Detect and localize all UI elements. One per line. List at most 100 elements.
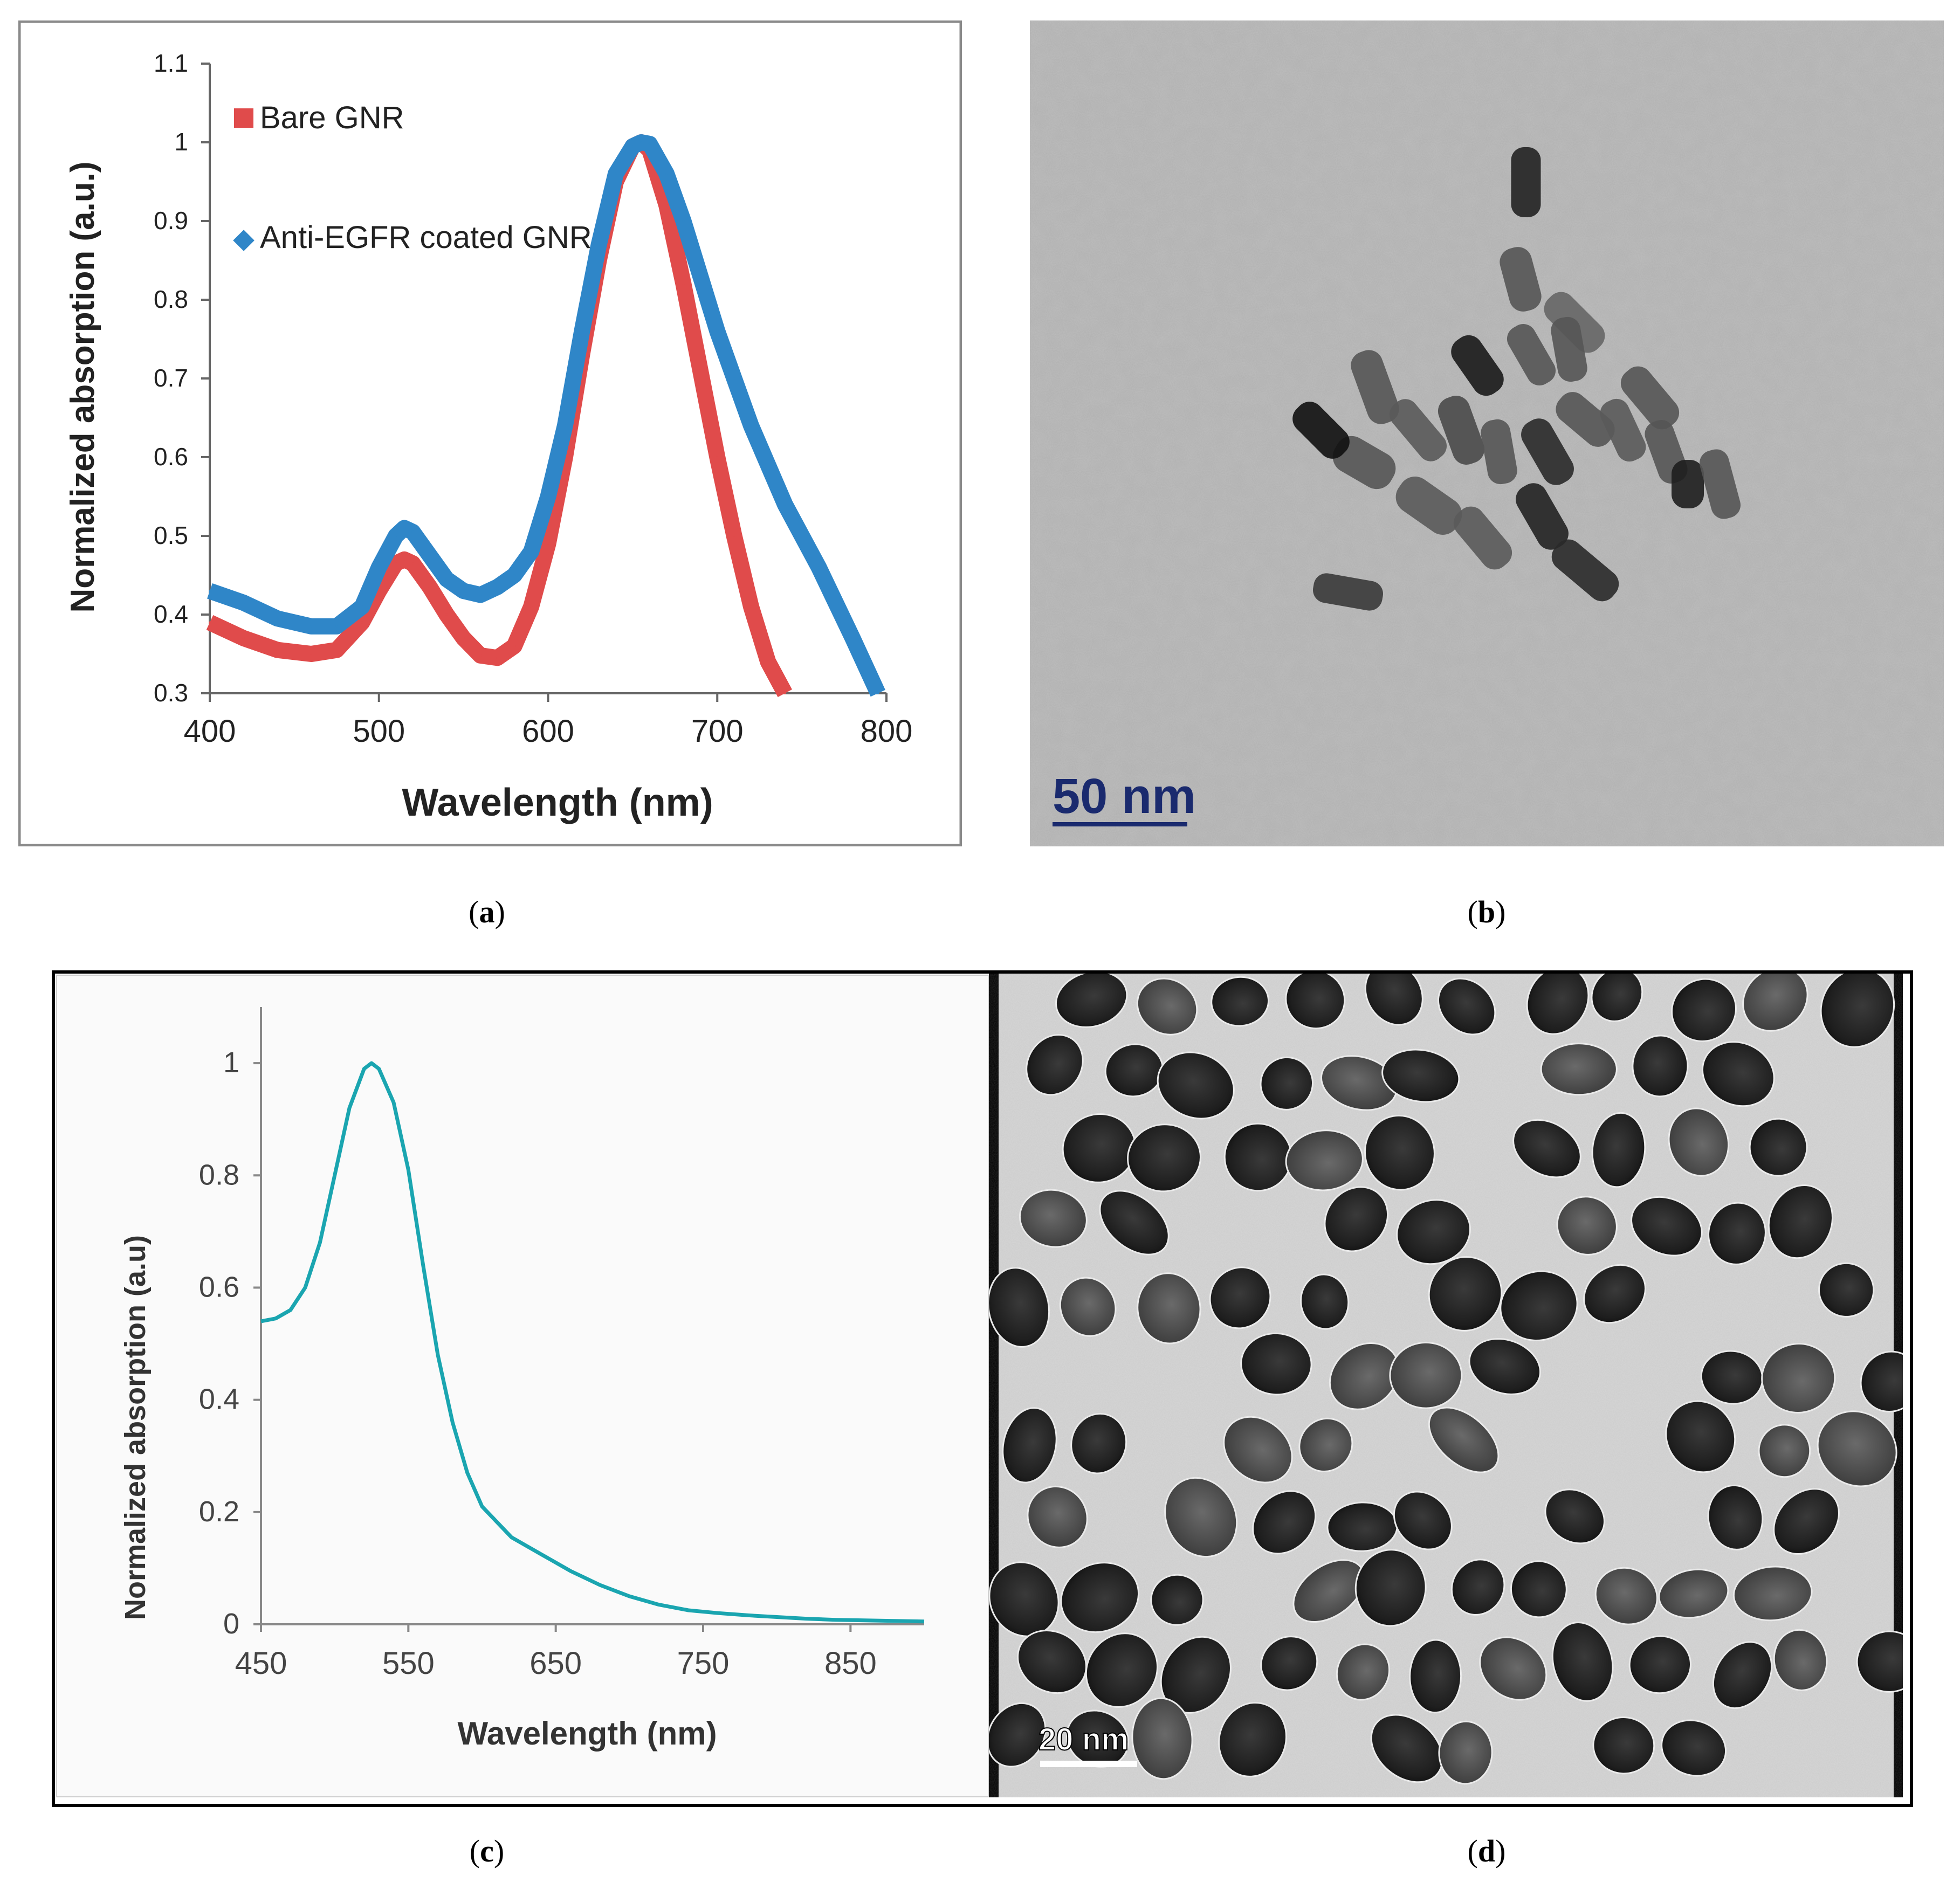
panel-label-c: (c): [469, 1833, 505, 1869]
nanosphere: [1060, 1562, 1140, 1633]
data-point: [361, 621, 363, 624]
chart-a-ytick-label: 0.5: [154, 521, 188, 549]
nanosphere: [1026, 1034, 1084, 1096]
nanosphere: [1240, 1332, 1312, 1396]
nanosphere: [1661, 1719, 1727, 1777]
data-point: [445, 613, 448, 616]
nanosphere: [1252, 1490, 1317, 1555]
scale-bar-label-d: 20 nm: [1039, 1722, 1129, 1757]
data-point: [530, 605, 533, 608]
data-point: [767, 660, 769, 663]
data-point: [682, 220, 685, 222]
data-point: [496, 657, 499, 659]
nanosphere: [1749, 1118, 1808, 1177]
nanosphere: [1393, 1491, 1453, 1550]
nanosphere: [1211, 976, 1270, 1027]
data-point: [276, 649, 279, 651]
nanosphere: [1396, 1199, 1471, 1265]
data-point: [377, 566, 380, 569]
nanorod: [1451, 335, 1504, 396]
nanorod: [1551, 316, 1587, 382]
legend-label-anti-egfr: Anti-EGFR coated GNR: [260, 220, 592, 255]
data-point: [403, 527, 405, 529]
nanosphere: [1628, 1635, 1691, 1694]
chart-a-xtick-label: 500: [353, 714, 405, 749]
chart-a-xtick-label: 700: [691, 714, 744, 749]
nanosphere: [1285, 974, 1346, 1030]
nanosphere: [1540, 1043, 1618, 1096]
nanosphere: [1137, 1272, 1201, 1345]
chart-a-xtick-label: 400: [184, 714, 236, 749]
data-point: [403, 558, 405, 561]
nanosphere: [1818, 1262, 1875, 1318]
nanorod: [1699, 449, 1741, 519]
nanosphere: [1668, 1107, 1730, 1177]
nanosphere: [1860, 1350, 1903, 1413]
data-point: [817, 566, 820, 569]
nanosphere: [1665, 1400, 1736, 1473]
nanosphere: [1364, 1114, 1435, 1191]
nanorod: [1453, 506, 1512, 570]
data-point: [335, 649, 338, 651]
chart-a-ytick-label: 1.1: [154, 49, 188, 77]
chart-c: 0 0.2 0.4 0.6 0.8 1 450 550 650 750 850 Wavelength…: [56, 975, 989, 1797]
panel-label-b: (b): [1467, 894, 1506, 929]
chart-a: 0.3 0.4 0.5 0.6 0.7 0.8 0.9 1 1.1 400 500 600 700 800…: [18, 20, 962, 846]
nanosphere: [1591, 974, 1643, 1022]
data-point: [783, 503, 786, 506]
data-point: [445, 578, 448, 581]
nanosphere: [1551, 1622, 1614, 1702]
data-point: [648, 142, 651, 145]
data-point: [750, 605, 752, 608]
nanosphere: [989, 1702, 1047, 1768]
chart-a-ytick-label: 0.3: [154, 679, 188, 707]
data-point: [462, 590, 465, 592]
data-point: [699, 275, 702, 278]
nanosphere: [1438, 1720, 1493, 1785]
nanosphere: [1742, 974, 1808, 1032]
nanosphere: [1594, 1567, 1658, 1625]
nanorod: [1292, 402, 1350, 459]
data-point: [395, 562, 397, 565]
data-point: [615, 173, 617, 175]
data-point: [547, 542, 549, 545]
data-point: [682, 282, 685, 285]
nanorod: [1521, 418, 1574, 485]
nanosphere: [1002, 1407, 1057, 1484]
nanosphere: [1027, 1485, 1088, 1548]
scale-bar-d: [1040, 1761, 1137, 1767]
nanosphere: [1768, 1184, 1833, 1259]
nanosphere: [1260, 1056, 1314, 1111]
chart-a-ytick-label: 0.7: [154, 364, 188, 392]
data-point: [479, 594, 482, 596]
nanorod: [1313, 573, 1383, 611]
nanorod: [1507, 324, 1556, 385]
nanosphere: [1544, 1488, 1605, 1545]
data-point: [513, 645, 515, 647]
data-point: [563, 424, 566, 427]
nanosphere-field: [989, 974, 1903, 1785]
nanosphere: [1409, 1639, 1462, 1714]
data-point: [479, 654, 482, 657]
nanosphere: [1428, 1256, 1503, 1332]
nanosphere: [1773, 1488, 1840, 1555]
chart-c-ytick-label: 0: [223, 1608, 239, 1640]
data-point: [597, 243, 600, 246]
data-point: [716, 456, 719, 458]
nanosphere: [1300, 1273, 1350, 1330]
nanorod: [1395, 476, 1462, 535]
chart-c-ytick-label: 0.8: [199, 1159, 239, 1191]
chart-c-ytick-label: 1: [223, 1046, 239, 1079]
data-point: [377, 590, 380, 592]
nanosphere: [1017, 1629, 1087, 1694]
nanosphere: [1708, 1202, 1766, 1265]
data-point: [462, 637, 465, 639]
data-point: [242, 602, 245, 604]
nanosphere: [1260, 1636, 1318, 1691]
nanosphere: [1127, 1123, 1202, 1192]
nanosphere: [1389, 1341, 1463, 1409]
nanosphere: [1099, 1190, 1170, 1256]
nanorod: [1620, 366, 1680, 430]
nanosphere: [1658, 1568, 1729, 1619]
nanosphere: [1131, 1697, 1193, 1780]
